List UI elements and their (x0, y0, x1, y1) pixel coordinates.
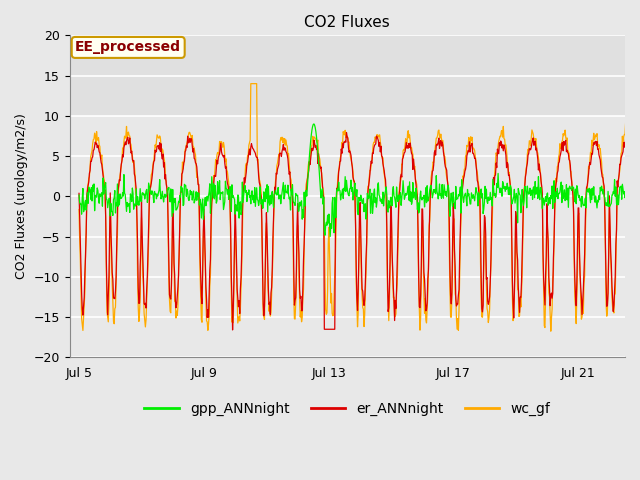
Line: gpp_ANNnight: gpp_ANNnight (79, 124, 640, 237)
er_ANNnight (75, 191, 83, 196)
gpp_ANNnight (310, 121, 318, 127)
gpp_ANNnight (637, 200, 640, 205)
wc_gf (280, 140, 288, 146)
wc_gf (547, 328, 555, 334)
gpp_ANNnight (75, 192, 83, 198)
wc_gf (394, 252, 402, 257)
er_ANNnight (310, 137, 318, 143)
wc_gf (529, 131, 537, 137)
gpp_ANNnight (280, 180, 287, 185)
er_ANNnight (280, 147, 288, 153)
wc_gf (75, 206, 83, 212)
er_ANNnight (395, 207, 403, 213)
er_ANNnight (637, 188, 640, 194)
gpp_ANNnight (207, 196, 215, 202)
er_ANNnight (342, 130, 350, 135)
gpp_ANNnight (309, 121, 317, 127)
wc_gf (207, 230, 215, 236)
er_ANNnight (207, 214, 215, 220)
er_ANNnight (228, 327, 236, 333)
gpp_ANNnight (530, 184, 538, 190)
Legend: gpp_ANNnight, er_ANNnight, wc_gf: gpp_ANNnight, er_ANNnight, wc_gf (139, 396, 556, 422)
gpp_ANNnight (95, 200, 103, 206)
er_ANNnight (530, 143, 538, 148)
wc_gf (247, 81, 255, 86)
er_ANNnight (95, 149, 103, 155)
gpp_ANNnight (395, 192, 403, 198)
wc_gf (95, 142, 103, 148)
Y-axis label: CO2 Fluxes (urology/m2/s): CO2 Fluxes (urology/m2/s) (15, 113, 28, 279)
Title: CO2 Fluxes: CO2 Fluxes (305, 15, 390, 30)
Text: EE_processed: EE_processed (76, 40, 181, 54)
wc_gf (637, 193, 640, 199)
wc_gf (310, 134, 318, 140)
gpp_ANNnight (326, 234, 334, 240)
Bar (70, 36, 625, 116)
Line: wc_gf: wc_gf (79, 84, 640, 331)
Line: er_ANNnight: er_ANNnight (79, 132, 640, 330)
